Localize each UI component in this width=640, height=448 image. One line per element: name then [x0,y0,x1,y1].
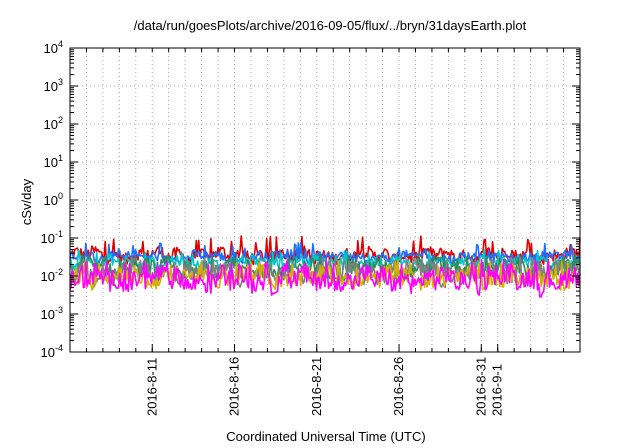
y-tick-label: 10-3 [41,305,63,322]
x-tick-label: 2016-9-1 [490,364,505,416]
y-tick-label: 104 [44,39,63,56]
y-tick-label: 101 [44,153,63,170]
y-axis-ticks: 10-4 10-3 10-2 10-1 100 101 102 103 104 [41,39,580,360]
y-tick-label: 103 [44,77,63,94]
y-tick-label: 10-1 [41,229,63,246]
chart-title: /data/run/goesPlots/archive/2016-09-05/f… [134,18,527,33]
y-tick-label: 102 [44,115,63,132]
y-tick-label: 10-4 [41,343,63,360]
data-series-group [69,235,581,298]
x-tick-label: 2016-8-26 [391,357,406,416]
series-line [69,258,581,298]
x-tick-label: 2016-8-11 [144,358,159,416]
x-axis-label: Coordinated Universal Time (UTC) [226,429,425,444]
y-axis-label: cSv/day [19,178,34,225]
y-tick-label: 100 [44,191,63,208]
x-axis-ticks: 2016-8-11 2016-8-16 2016-8-21 2016-8-26 2016… [85,48,565,416]
y-tick-label: 10-2 [41,267,63,284]
x-tick-label: 2016-8-21 [309,357,324,416]
x-tick-label: 2016-8-31 [473,357,488,416]
grid-lines [70,48,580,352]
x-tick-label: 2016-8-16 [227,357,242,416]
